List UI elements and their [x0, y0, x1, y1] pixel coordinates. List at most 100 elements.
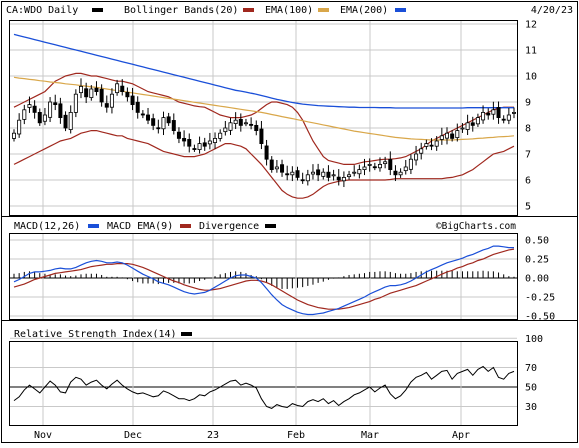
watermark: ©BigCharts.com: [436, 221, 516, 232]
candle-body: [197, 143, 202, 150]
candle-body: [48, 101, 53, 118]
candle-body: [192, 148, 197, 150]
candle-body: [383, 161, 388, 165]
candle-body: [496, 107, 501, 118]
candle-body: [130, 95, 135, 105]
macd-plot-area: [9, 233, 518, 320]
candle-body: [357, 169, 362, 175]
candle-body: [79, 86, 84, 94]
candle-body: [58, 103, 63, 118]
price-y-ticks: 5 6 7 8 9 10 11 12: [525, 20, 537, 213]
rsi-line: [13, 365, 515, 409]
candle-body: [347, 174, 352, 178]
candle-body: [269, 159, 274, 170]
bollinger-upper-line: [13, 72, 514, 165]
macd-y-tick-label: 0.25: [525, 255, 549, 266]
legend-ema100-swatch: [318, 8, 329, 12]
candle-body: [151, 118, 156, 126]
candle-body: [326, 171, 331, 178]
candle-body: [238, 119, 243, 126]
candle-body: [352, 171, 357, 174]
candle-body: [166, 116, 171, 124]
macd-panel: MACD(12,26) MACD EMA(9) Divergence ©BigC…: [2, 216, 577, 323]
candle-body: [465, 122, 470, 130]
candle-body: [42, 114, 47, 122]
candle-body: [89, 88, 94, 98]
legend-ema100-label: EMA(100): [265, 5, 313, 16]
macd-y-ticks: 0.50 0.25 0.00 -0.25 -0.50: [525, 236, 555, 323]
candle-body: [455, 130, 460, 139]
rsi-y-tick-label: 70: [525, 363, 537, 374]
rsi-swatch: [181, 332, 192, 336]
macd-line-swatch: [88, 224, 99, 228]
candle-body: [22, 109, 27, 120]
candle-body: [429, 144, 434, 147]
symbol-swatch: [92, 8, 103, 12]
candle-body: [367, 163, 372, 166]
candle-body: [486, 112, 491, 116]
price-panel: 5 6 7 8 9 10 11 12: [9, 20, 537, 216]
price-y-tick-label: 12: [525, 20, 537, 31]
candle-body: [53, 102, 58, 105]
candle-body: [274, 166, 279, 170]
macd-y-tick-label: -0.50: [525, 312, 555, 323]
candle-body: [243, 122, 248, 125]
candle-body: [32, 105, 37, 113]
candle-body: [295, 170, 300, 178]
candle-body: [176, 131, 181, 139]
candle-body: [444, 132, 449, 139]
rsi-title: Relative Strength Index(14): [14, 329, 177, 340]
candle-body: [37, 112, 42, 124]
candle-body: [419, 148, 424, 154]
price-y-tick-label: 10: [525, 72, 537, 83]
candle-body: [341, 176, 346, 182]
candle-body: [450, 133, 455, 139]
candle-body: [377, 163, 382, 169]
candle-body: [94, 87, 99, 93]
price-y-tick-label: 11: [525, 46, 537, 57]
candle-body: [305, 174, 310, 182]
price-y-tick-label: 7: [525, 150, 531, 161]
candle-body: [475, 117, 480, 125]
candle-body: [17, 119, 22, 135]
price-plot-area: [9, 20, 518, 216]
candle-body: [512, 112, 517, 114]
candle-body: [223, 127, 228, 133]
candle-body: [310, 171, 315, 175]
candle-body: [300, 179, 305, 182]
rsi-y-tick-label: 100: [525, 334, 543, 345]
x-tick-label: Apr: [452, 430, 470, 441]
legend-bollinger-label: Bollinger Bands(20): [124, 5, 238, 16]
candle-body: [393, 170, 398, 176]
candle-body: [125, 91, 130, 98]
candle-body: [336, 176, 341, 181]
candle-body: [491, 109, 496, 115]
rsi-y-tick-label: 30: [525, 402, 537, 413]
candle-body: [233, 119, 238, 124]
candle-body: [316, 169, 321, 176]
header-legend: CA:WDO Daily Bollinger Bands(20) EMA(100…: [6, 5, 573, 16]
legend-bollinger-swatch: [243, 8, 254, 12]
rsi-panel: Relative Strength Index(14) 100 70 50 30: [2, 320, 577, 426]
x-tick-label: Feb: [287, 430, 305, 441]
rsi-plot-area: [9, 341, 518, 426]
macd-y-tick-label: -0.25: [525, 293, 555, 304]
ema-lines: [13, 33, 515, 141]
candle-body: [403, 166, 408, 172]
candle-body: [424, 143, 429, 147]
x-tick-label: 23: [207, 430, 219, 441]
candle-body: [218, 132, 223, 139]
macd-lines: [13, 245, 515, 316]
candle-body: [372, 166, 377, 169]
candle-body: [388, 159, 393, 171]
candle-body: [362, 166, 367, 170]
rsi-series-line: [13, 365, 515, 409]
candle-body: [213, 137, 218, 143]
bollinger-bands: [13, 72, 515, 199]
macd-y-tick-label: 0.50: [525, 236, 549, 247]
candle-body: [249, 123, 254, 126]
price-y-tick-label: 5: [525, 202, 531, 213]
x-axis-labels: Nov Dec 23 Feb Mar Apr: [34, 430, 470, 441]
macd-divergence-swatch: [265, 224, 276, 228]
